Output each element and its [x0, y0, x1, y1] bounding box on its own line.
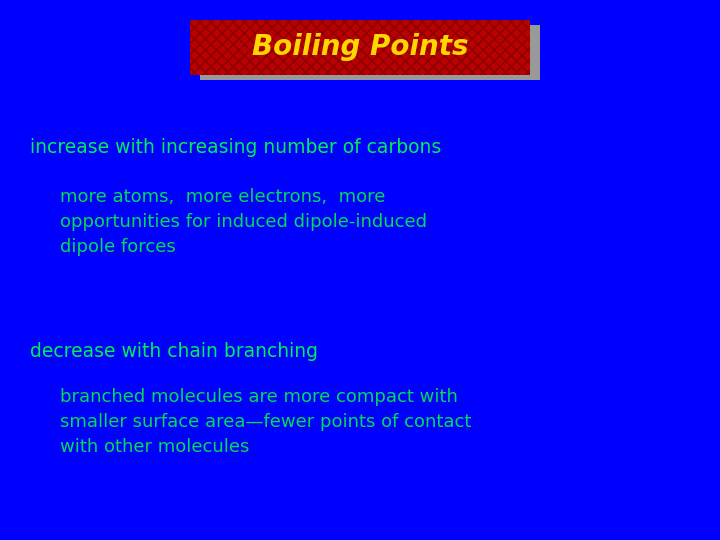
Text: increase with increasing number of carbons: increase with increasing number of carbo… — [30, 138, 441, 157]
Text: Boiling Points: Boiling Points — [252, 33, 468, 61]
Text: branched molecules are more compact with
smaller surface area—fewer points of co: branched molecules are more compact with… — [60, 388, 472, 456]
FancyBboxPatch shape — [200, 25, 540, 80]
Text: more atoms,  more electrons,  more
opportunities for induced dipole-induced
dipo: more atoms, more electrons, more opportu… — [60, 188, 427, 256]
Text: decrease with chain branching: decrease with chain branching — [30, 342, 318, 361]
FancyBboxPatch shape — [190, 20, 530, 75]
